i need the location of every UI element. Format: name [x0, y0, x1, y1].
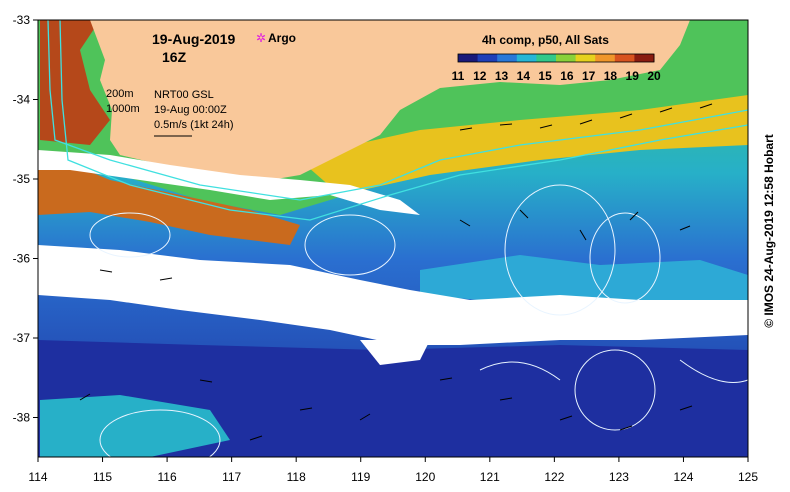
isobath-200m: [47, 20, 748, 201]
colorbar-segment: [556, 54, 577, 62]
lat-tick-label: -38: [13, 411, 31, 425]
colorbar-segment: [497, 54, 518, 62]
contour-label-1000m: 1000m: [106, 103, 140, 115]
lat-tick-label: -35: [13, 172, 31, 186]
colorbar-tick-label: 18: [604, 69, 618, 83]
lat-tick-label: -33: [13, 13, 31, 27]
current-vectors: [79, 103, 713, 441]
colorbar-tick-label: 12: [473, 69, 487, 83]
ssh-contours: [89, 184, 748, 457]
vector-scale-label: 0.5m/s (1kt 24h): [154, 119, 233, 131]
product-label: 4h comp, p50, All Sats: [482, 33, 609, 47]
lon-tick-label: 125: [738, 470, 758, 484]
map-plot-area: [38, 20, 748, 457]
cloud-patch: [360, 340, 430, 365]
colorbar-segment: [614, 54, 635, 62]
credit-label: © IMOS 24-Aug-2019 12:58 Hobart: [748, 0, 790, 462]
colorbar-tick-label: 14: [517, 69, 531, 83]
colorbar-tick-label: 19: [626, 69, 640, 83]
map-hour: 16Z: [162, 49, 187, 65]
lon-tick-label: 122: [544, 470, 564, 484]
colorbar-segment: [458, 54, 479, 62]
altimetry-time: 19-Aug 00:00Z: [154, 104, 227, 116]
lon-tick-label: 121: [480, 470, 500, 484]
lon-tick-label: 114: [28, 470, 47, 484]
leeuwin-warm-core: [38, 150, 300, 245]
colorbar-tick-label: 16: [560, 69, 574, 83]
offshore-cool-band: [420, 255, 748, 305]
colorbar-segment: [516, 54, 537, 62]
lat-tick-label: -37: [13, 331, 31, 345]
lat-tick-label: -34: [13, 93, 31, 107]
west-coast-warm: [40, 20, 110, 145]
lon-tick-label: 120: [415, 470, 435, 484]
lon-tick-label: 116: [158, 470, 177, 484]
colorbar-tick-label: 20: [647, 69, 661, 83]
lon-tick-label: 124: [673, 470, 693, 484]
colorbar-tick-label: 15: [538, 69, 552, 83]
colorbar-segment: [634, 54, 655, 62]
colorbar-segment: [536, 54, 557, 62]
lat-tick-label: -36: [13, 252, 31, 266]
colorbar-tick-label: 17: [582, 69, 596, 83]
colorbar-tick-label: 11: [452, 69, 465, 83]
isobath-1000m: [59, 20, 748, 221]
lon-tick-label: 123: [609, 470, 629, 484]
sw-eddy-water: [40, 395, 230, 457]
contour-label-200m: 200m: [106, 88, 134, 100]
map-date: 19-Aug-2019: [152, 31, 235, 47]
colorbar-frame: [457, 53, 655, 63]
lon-tick-label: 119: [351, 470, 370, 484]
colorbar-segment: [575, 54, 596, 62]
lon-tick-label: 118: [287, 470, 306, 484]
credit-text: © IMOS 24-Aug-2019 12:58 Hobart: [762, 134, 776, 328]
argo-marker-icon: ✲: [256, 31, 266, 45]
colorbar-segment: [595, 54, 616, 62]
longitude-axis: 114 115 116 117 118 119 120 121 122 123 124 125: [28, 457, 758, 484]
colorbar-tick-label: 13: [495, 69, 509, 83]
argo-label: Argo: [268, 31, 296, 45]
lon-tick-label: 117: [222, 470, 241, 484]
altimetry-source: NRT00 GSL: [154, 89, 214, 101]
map-frame: [37, 19, 749, 458]
lon-tick-label: 115: [93, 470, 112, 484]
latitude-axis: -33 -34 -35 -36 -37 -38: [13, 13, 38, 425]
colorbar-segment: [477, 54, 498, 62]
cloud-band-south: [38, 245, 748, 345]
sst-colorbar: 11 12 13 14 15 16 17 18 19 20: [452, 53, 661, 83]
